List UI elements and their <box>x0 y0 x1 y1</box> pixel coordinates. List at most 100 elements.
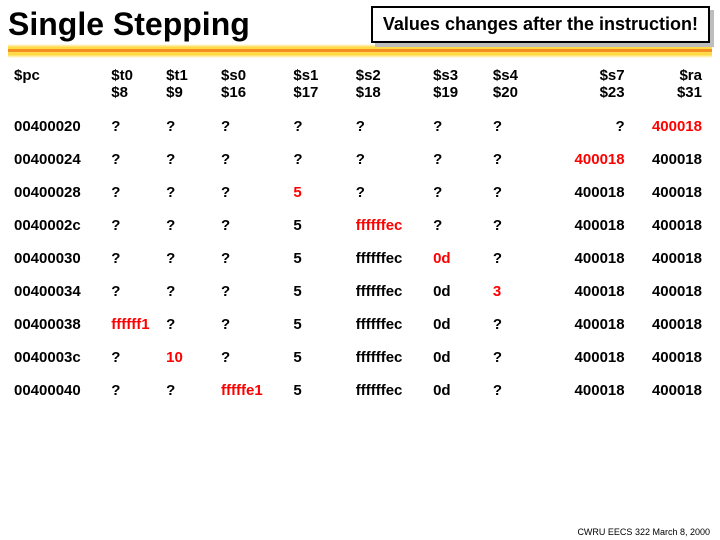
cell-s2: ffffffec <box>354 242 431 275</box>
register-table: $pc$t0$8$t1$9$s0$16$s1$17$s2$18$s3$19$s4… <box>0 53 720 407</box>
cell-t0: ? <box>109 143 164 176</box>
cell-pc: 00400024 <box>12 143 109 176</box>
cell-s1: ? <box>291 110 353 143</box>
cell-s0: fffffe1 <box>219 374 291 407</box>
cell-s1: 5 <box>291 242 353 275</box>
cell-s7: 400018 <box>553 275 630 308</box>
callout-box: Values changes after the instruction! <box>371 6 710 43</box>
cell-ra: 400018 <box>631 176 708 209</box>
cell-ra: 400018 <box>631 209 708 242</box>
cell-pc: 00400040 <box>12 374 109 407</box>
cell-s2: ffffffec <box>354 341 431 374</box>
col-header-sub: $19 <box>433 84 489 101</box>
col-header-sub: $23 <box>555 84 624 101</box>
cell-s1: 5 <box>291 275 353 308</box>
cell-s2: ? <box>354 176 431 209</box>
col-header-s3: $s3$19 <box>431 59 491 110</box>
cell-s3: ? <box>431 110 491 143</box>
cell-s3: ? <box>431 209 491 242</box>
cell-s4: ? <box>491 308 553 341</box>
cell-s7: 400018 <box>553 308 630 341</box>
cell-t1: ? <box>164 143 219 176</box>
cell-s3: 0d <box>431 374 491 407</box>
cell-t1: ? <box>164 374 219 407</box>
cell-s4: ? <box>491 242 553 275</box>
cell-t1: ? <box>164 275 219 308</box>
col-header-s1: $s1$17 <box>291 59 353 110</box>
cell-t0: ? <box>109 275 164 308</box>
cell-s4: ? <box>491 110 553 143</box>
cell-s2: ffffffec <box>354 308 431 341</box>
cell-s4: ? <box>491 341 553 374</box>
col-header-sub: $16 <box>221 84 289 101</box>
cell-s2: ? <box>354 110 431 143</box>
cell-ra: 400018 <box>631 242 708 275</box>
col-header-top: $s3 <box>433 67 458 84</box>
cell-s0: ? <box>219 110 291 143</box>
cell-pc: 00400028 <box>12 176 109 209</box>
slide-title: Single Stepping <box>8 6 250 43</box>
cell-s7: 400018 <box>553 374 630 407</box>
cell-t1: ? <box>164 209 219 242</box>
cell-pc: 00400020 <box>12 110 109 143</box>
table-row: 00400030???5ffffffec0d?400018400018 <box>12 242 708 275</box>
cell-t1: ? <box>164 176 219 209</box>
cell-s0: ? <box>219 242 291 275</box>
cell-ra: 400018 <box>631 308 708 341</box>
cell-pc: 00400030 <box>12 242 109 275</box>
col-header-t1: $t1$9 <box>164 59 219 110</box>
cell-s0: ? <box>219 143 291 176</box>
cell-pc: 00400038 <box>12 308 109 341</box>
cell-s4: ? <box>491 176 553 209</box>
col-header-top: $s4 <box>493 67 518 84</box>
cell-s3: 0d <box>431 242 491 275</box>
table-row: 00400024???????400018400018 <box>12 143 708 176</box>
table-row: 0040003c?10?5ffffffec0d?400018400018 <box>12 341 708 374</box>
col-header-top: $s0 <box>221 67 246 84</box>
cell-ra: 400018 <box>631 110 708 143</box>
col-header-top: $s7 <box>600 67 625 84</box>
cell-ra: 400018 <box>631 275 708 308</box>
col-header-s2: $s2$18 <box>354 59 431 110</box>
cell-t0: ? <box>109 374 164 407</box>
cell-s3: 0d <box>431 275 491 308</box>
cell-pc: 0040002c <box>12 209 109 242</box>
cell-t0: ? <box>109 209 164 242</box>
cell-t1: ? <box>164 308 219 341</box>
col-header-s0: $s0$16 <box>219 59 291 110</box>
cell-ra: 400018 <box>631 143 708 176</box>
col-header-ra: $ra$31 <box>631 59 708 110</box>
table-row: 0040002c???5ffffffec??400018400018 <box>12 209 708 242</box>
cell-s1: ? <box>291 143 353 176</box>
cell-s1: 5 <box>291 308 353 341</box>
table-row: 00400038ffffff1??5ffffffec0d?40001840001… <box>12 308 708 341</box>
cell-s3: 0d <box>431 308 491 341</box>
table-row: 00400020????????400018 <box>12 110 708 143</box>
col-header-pc: $pc <box>12 59 109 110</box>
cell-t0: ? <box>109 176 164 209</box>
cell-s3: ? <box>431 176 491 209</box>
col-header-sub: $20 <box>493 84 551 101</box>
cell-s2: ffffffec <box>354 275 431 308</box>
col-header-top: $t1 <box>166 67 188 84</box>
cell-s7: 400018 <box>553 341 630 374</box>
cell-s1: 5 <box>291 209 353 242</box>
col-header-top: $s1 <box>293 67 318 84</box>
cell-s2: ffffffec <box>354 209 431 242</box>
cell-t1: ? <box>164 242 219 275</box>
cell-s3: 0d <box>431 341 491 374</box>
col-header-sub: $9 <box>166 84 217 101</box>
cell-s3: ? <box>431 143 491 176</box>
cell-pc: 0040003c <box>12 341 109 374</box>
col-header-top: $pc <box>14 67 40 84</box>
table-row: 00400028???5???400018400018 <box>12 176 708 209</box>
col-header-top: $t0 <box>111 67 133 84</box>
cell-s4: ? <box>491 374 553 407</box>
cell-t1: ? <box>164 110 219 143</box>
col-header-s4: $s4$20 <box>491 59 553 110</box>
cell-s4: ? <box>491 143 553 176</box>
cell-s1: 5 <box>291 374 353 407</box>
footer-text: CWRU EECS 322 March 8, 2000 <box>577 527 710 537</box>
cell-s1: 5 <box>291 176 353 209</box>
cell-s0: ? <box>219 341 291 374</box>
